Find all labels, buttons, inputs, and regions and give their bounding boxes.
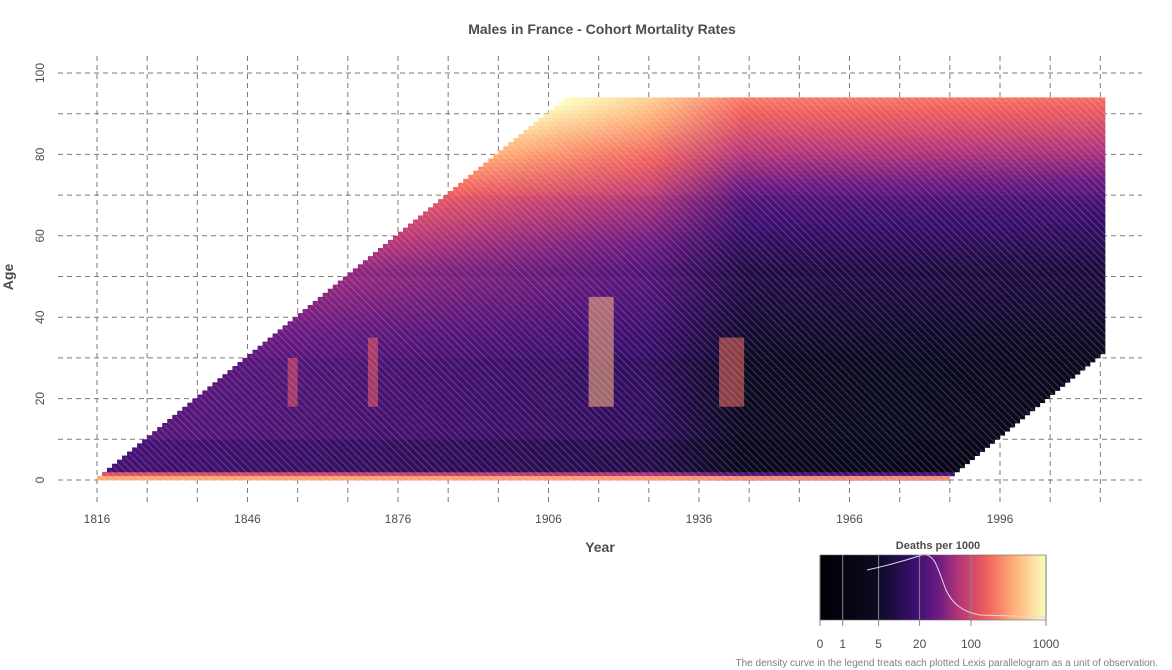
legend-tick-label: 20: [913, 637, 927, 651]
lexis-diagonal-hatching: [97, 97, 1106, 481]
y-tick-label: 100: [33, 63, 47, 83]
x-tick-label: 1906: [535, 512, 562, 526]
legend-tick-label: 1000: [1033, 637, 1060, 651]
legend-colorbar: [820, 555, 1046, 620]
legend-tick-label: 100: [961, 637, 981, 651]
legend: Deaths per 1000 0 1 5 20 100 1000: [817, 540, 1060, 651]
legend-tick-label: 5: [875, 637, 882, 651]
x-tick-label: 1996: [987, 512, 1014, 526]
y-tick-label: 20: [33, 392, 47, 406]
x-tick-label: 1846: [234, 512, 261, 526]
legend-density-curve: [866, 554, 1047, 618]
legend-tick-labels: 0 1 5 20 100 1000: [817, 637, 1060, 651]
x-tick-label: 1816: [84, 512, 111, 526]
x-axis-title: Year: [585, 539, 615, 555]
legend-title: Deaths per 1000: [896, 540, 980, 552]
x-tick-label: 1936: [686, 512, 713, 526]
chart-caption: The density curve in the legend treats e…: [736, 658, 1158, 669]
legend-tick-label: 0: [817, 637, 824, 651]
legend-frame: [819, 554, 1047, 621]
legend-tick-label: 1: [839, 637, 846, 651]
lexis-hatching: [97, 97, 1106, 481]
y-tick-label: 0: [33, 476, 47, 483]
y-tick-labels: 0 20 40 60 80 100: [33, 63, 47, 484]
y-tick-label: 80: [33, 147, 47, 161]
chart-title: Males in France - Cohort Mortality Rates: [468, 21, 736, 37]
y-axis-title: Age: [0, 264, 16, 291]
x-tick-label: 1876: [385, 512, 412, 526]
y-tick-label: 40: [33, 310, 47, 324]
x-tick-labels: 1816 1846 1876 1906 1936 1966 1996: [84, 512, 1014, 526]
y-tick-label: 60: [33, 229, 47, 243]
x-tick-label: 1966: [836, 512, 863, 526]
